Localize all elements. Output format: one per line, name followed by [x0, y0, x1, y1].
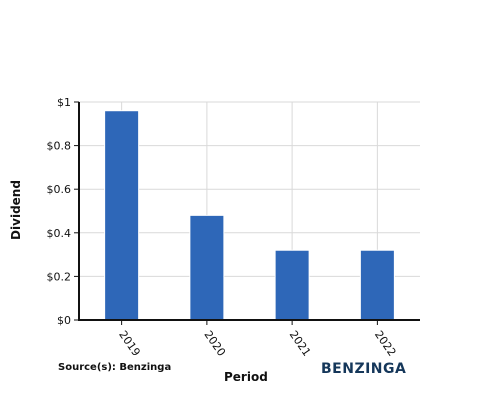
y-tick-label: $1: [57, 96, 71, 109]
bar-2020: [189, 214, 225, 321]
y-axis-title: Dividend: [9, 180, 23, 240]
bars: [104, 110, 395, 321]
x-tick-label: 2022: [372, 328, 399, 358]
benzinga-logo: BENZINGA: [321, 361, 407, 377]
x-axis-title: Period: [224, 370, 268, 384]
source-note: Source(s): Benzinga: [58, 362, 172, 373]
axes: [74, 101, 420, 325]
bar-2021: [274, 249, 310, 321]
x-tick-label: 2020: [201, 328, 228, 358]
y-tick-label: $0.8: [47, 140, 72, 153]
y-tick-label: $0.4: [47, 227, 72, 240]
bar-2019: [104, 110, 140, 321]
x-tick-label: 2021: [287, 328, 314, 358]
y-tick-label: $0: [57, 314, 71, 327]
y-tick-label: $0.2: [47, 270, 72, 283]
x-tick-label: 2019: [116, 328, 143, 358]
bar-2022: [359, 249, 395, 321]
y-tick-label: $0.6: [47, 183, 72, 196]
